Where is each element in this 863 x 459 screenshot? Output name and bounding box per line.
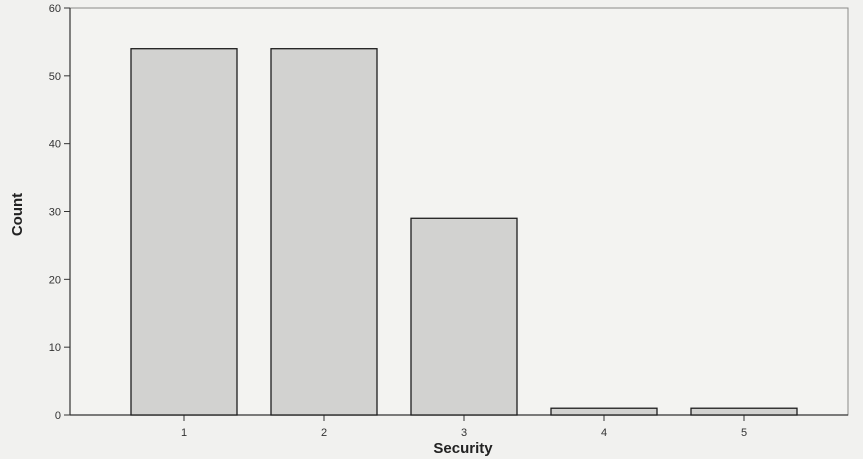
bar-4 — [550, 407, 658, 416]
x-axis-title: Security — [433, 440, 493, 457]
x-tick-label: 4 — [601, 427, 607, 439]
y-tick-label: 30 — [49, 207, 61, 219]
y-tick-label: 20 — [49, 274, 61, 286]
y-axis-title: Count — [9, 193, 26, 236]
y-tick-label: 60 — [49, 3, 61, 15]
bar-1 — [130, 48, 238, 416]
bar-3 — [410, 217, 518, 416]
y-tick-label: 50 — [49, 71, 61, 83]
y-tick-label: 10 — [49, 342, 61, 354]
bar-2 — [270, 48, 378, 416]
x-tick-label: 5 — [741, 427, 747, 439]
x-tick-label: 1 — [181, 427, 187, 439]
y-axis: 0 10 20 30 40 50 60 — [49, 3, 71, 422]
x-tick-label: 2 — [321, 427, 327, 439]
bar-5 — [690, 407, 798, 416]
y-tick-label: 0 — [55, 410, 61, 422]
x-axis: 1 2 3 4 5 — [70, 414, 848, 439]
bars-group — [130, 48, 798, 416]
y-tick-label: 40 — [49, 139, 61, 151]
x-tick-label: 3 — [461, 427, 467, 439]
